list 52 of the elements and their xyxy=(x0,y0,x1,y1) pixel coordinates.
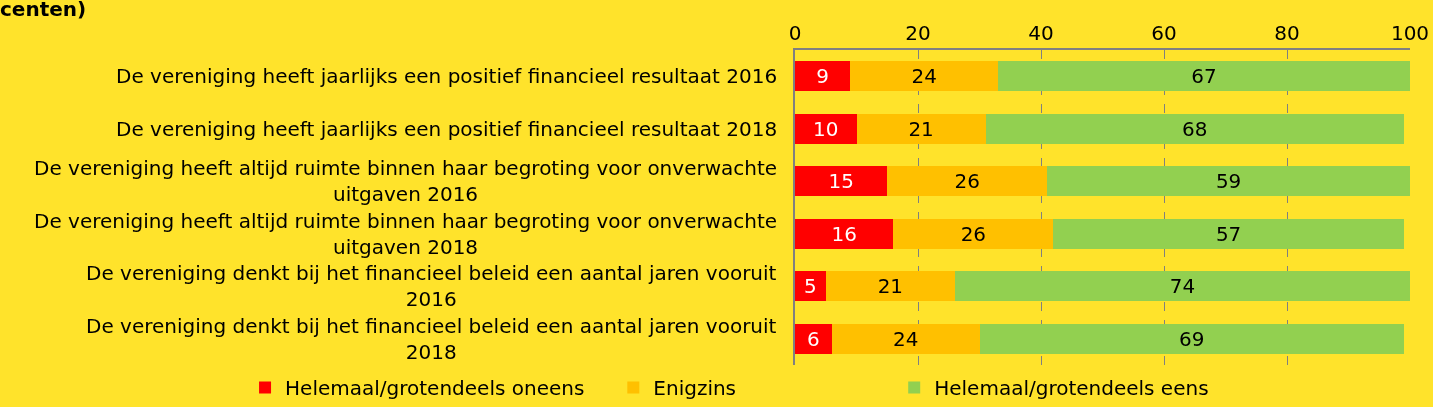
data-label: 6 xyxy=(807,327,820,351)
text: centen) xyxy=(0,0,87,22)
y-tick-label: De vereniging heeft jaarlijks een positief financieel resultaat 2018 xyxy=(116,117,778,141)
data-label: 9 xyxy=(816,65,830,89)
legend-label: Enigzins xyxy=(653,376,737,401)
bar xyxy=(893,218,1054,249)
data-label: 68 xyxy=(1182,117,1208,141)
bar xyxy=(850,61,998,92)
bar xyxy=(795,218,894,249)
data-label: 24 xyxy=(893,327,919,351)
data-label: 67 xyxy=(1191,65,1217,89)
data-label: 5 xyxy=(804,275,817,299)
y-tick-label: De vereniging heeft altijd ruimte binnen haar begroting voor onverwachte uitgaven 2018 xyxy=(34,209,778,259)
bar xyxy=(795,166,888,197)
x-tick-label: 20 xyxy=(905,21,931,46)
bar xyxy=(954,271,1410,302)
bar xyxy=(831,323,980,354)
bar xyxy=(979,323,1404,354)
data-label: 24 xyxy=(911,65,937,89)
x-tick-label: 100 xyxy=(1390,21,1430,46)
bar xyxy=(985,113,1404,144)
legend-label: Helemaal/grotendeels eens xyxy=(934,376,1209,401)
x-tick-label: 80 xyxy=(1274,21,1300,46)
data-label: 16 xyxy=(831,222,857,246)
data-label: 26 xyxy=(960,222,987,246)
bar xyxy=(795,271,826,302)
y-tick-label: De vereniging heeft altijd ruimte binnen haar begroting voor onverwachte uitgaven 2016 xyxy=(34,156,778,206)
legend-label: Helemaal/grotendeels oneens xyxy=(285,376,585,401)
data-label: 21 xyxy=(908,117,934,141)
data-label: 57 xyxy=(1215,222,1242,246)
data-label: 69 xyxy=(1179,327,1205,351)
bar xyxy=(1053,218,1404,249)
data-label: 26 xyxy=(954,170,980,194)
data-label: 59 xyxy=(1215,170,1242,194)
x-tick-label: 60 xyxy=(1151,21,1177,46)
bar xyxy=(1047,166,1410,197)
y-tick-label: De vereniging denkt bij het financieel beleid een aantal jaren vooruit 2018 xyxy=(86,314,777,364)
bar xyxy=(825,271,955,302)
bar xyxy=(795,113,857,144)
y-tick-label: De vereniging denkt bij het financieel beleid een aantal jaren vooruit 2016 xyxy=(86,261,777,311)
bar xyxy=(856,113,986,144)
y-tick-label: De vereniging heeft jaarlijks een positief financieel resultaat 2016 xyxy=(116,64,778,88)
bar xyxy=(795,61,851,92)
x-tick-label: 0 xyxy=(788,21,802,46)
bar xyxy=(887,166,1048,197)
bar xyxy=(795,323,832,354)
data-label: 74 xyxy=(1169,275,1196,299)
data-label: 15 xyxy=(828,170,854,194)
x-tick-label: 40 xyxy=(1028,21,1054,46)
data-label: 21 xyxy=(877,275,903,299)
data-label: 10 xyxy=(813,117,839,141)
bar xyxy=(997,61,1410,92)
